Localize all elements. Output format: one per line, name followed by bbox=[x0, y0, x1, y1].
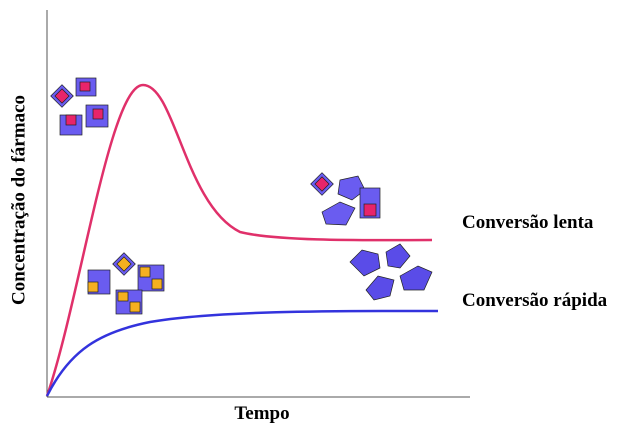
crystal-icon bbox=[349, 243, 433, 301]
curve-label: Conversão lenta bbox=[462, 212, 594, 233]
curve-label: Conversão rápida bbox=[462, 290, 608, 311]
crystal-icon bbox=[50, 77, 109, 136]
x-axis-label: Tempo bbox=[234, 403, 289, 424]
crystal-icon bbox=[310, 172, 381, 226]
slow-curve bbox=[45, 83, 433, 397]
crystal-icon bbox=[87, 252, 165, 315]
y-axis-label: Concentração do fármaco bbox=[8, 95, 29, 305]
fast-curve bbox=[45, 309, 439, 397]
